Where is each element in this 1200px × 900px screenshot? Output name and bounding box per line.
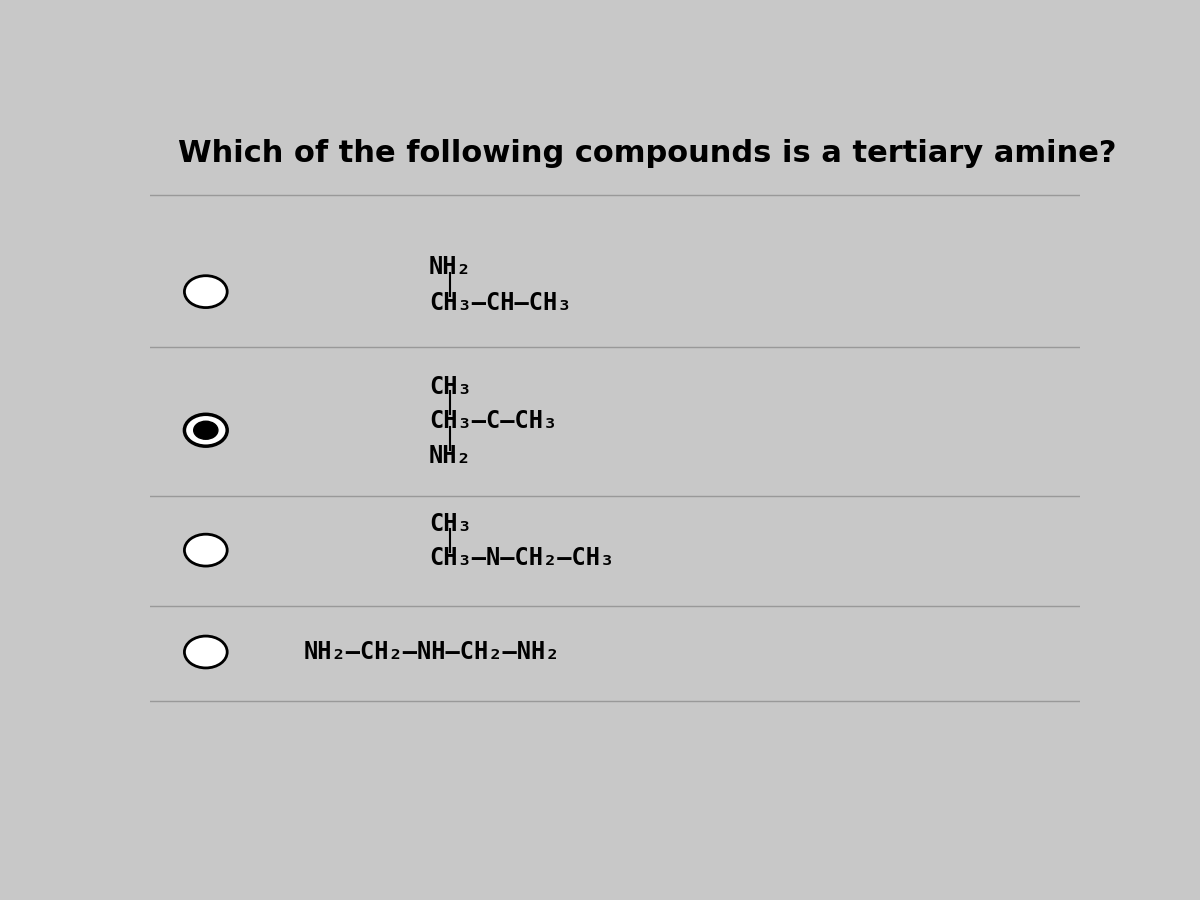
Text: NH₂: NH₂ xyxy=(430,256,472,279)
Text: CH₃: CH₃ xyxy=(430,374,472,399)
Text: NH₂: NH₂ xyxy=(430,444,472,468)
Circle shape xyxy=(193,421,218,439)
Circle shape xyxy=(185,535,227,566)
Text: CH₃: CH₃ xyxy=(430,512,472,535)
Circle shape xyxy=(185,275,227,308)
Text: CH₃–CH–CH₃: CH₃–CH–CH₃ xyxy=(430,292,571,315)
Text: Which of the following compounds is a tertiary amine?: Which of the following compounds is a te… xyxy=(178,140,1116,168)
Text: CH₃–N–CH₂–CH₃: CH₃–N–CH₂–CH₃ xyxy=(430,546,614,571)
Circle shape xyxy=(185,414,227,446)
Circle shape xyxy=(185,636,227,668)
Text: CH₃–C–CH₃: CH₃–C–CH₃ xyxy=(430,410,557,433)
Text: NH₂–CH₂–NH–CH₂–NH₂: NH₂–CH₂–NH–CH₂–NH₂ xyxy=(304,640,560,664)
